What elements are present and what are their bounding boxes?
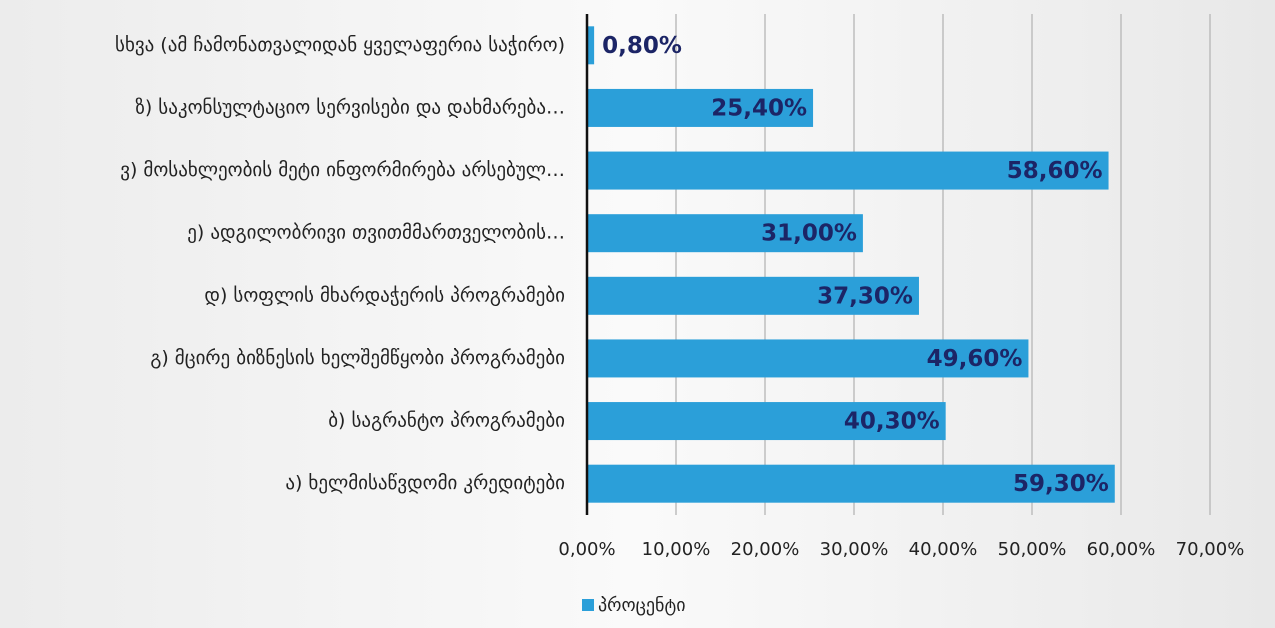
y-tick-label: ა) ხელმისაწვდომი კრედიტები — [285, 472, 565, 494]
x-tick-label: 0,00% — [558, 539, 615, 560]
bar — [587, 151, 1109, 190]
x-tick-label: 30,00% — [820, 539, 889, 560]
legend-swatch — [582, 599, 594, 611]
y-tick-label: ვ) მოსახლეობის მეტი ინფორმირება არსებულ… — [120, 159, 565, 181]
y-tick-label: გ) მცირე ბიზნესის ხელშემწყობი პროგრამები — [150, 347, 565, 369]
data-label: 37,30% — [817, 283, 913, 309]
x-tick-label: 40,00% — [909, 539, 978, 560]
legend-label: პროცენტი — [598, 595, 686, 616]
bar — [587, 26, 595, 65]
bar — [587, 88, 814, 127]
data-label: 49,60% — [927, 346, 1023, 372]
data-label: 59,30% — [1013, 471, 1109, 497]
data-label: 40,30% — [844, 409, 940, 435]
x-tick-label: 10,00% — [642, 539, 711, 560]
bar — [587, 464, 1115, 503]
x-tick-label: 20,00% — [731, 539, 800, 560]
y-tick-label: დ) სოფლის მხარდაჭერის პროგრამები — [204, 284, 565, 306]
bar — [587, 214, 863, 253]
y-tick-label: ე) ადგილობრივი თვითმმართველობის… — [187, 222, 565, 244]
bar — [587, 339, 1029, 378]
y-tick-label: ბ) საგრანტო პროგრამები — [328, 410, 565, 432]
data-label: 58,60% — [1007, 158, 1103, 184]
data-label: 31,00% — [761, 221, 857, 247]
data-label: 25,40% — [711, 95, 807, 121]
x-tick-label: 70,00% — [1176, 539, 1245, 560]
x-tick-label: 50,00% — [998, 539, 1067, 560]
y-tick-label: ზ) საკონსულტაციო სერვისები და დახმარება… — [135, 96, 565, 118]
bar — [587, 402, 946, 441]
data-label: 0,80% — [602, 33, 682, 59]
bar — [587, 276, 919, 315]
x-tick-label: 60,00% — [1087, 539, 1156, 560]
y-tick-label: სხვა (ამ ჩამონათვალიდან ყველაფერია საჭირ… — [115, 34, 565, 56]
